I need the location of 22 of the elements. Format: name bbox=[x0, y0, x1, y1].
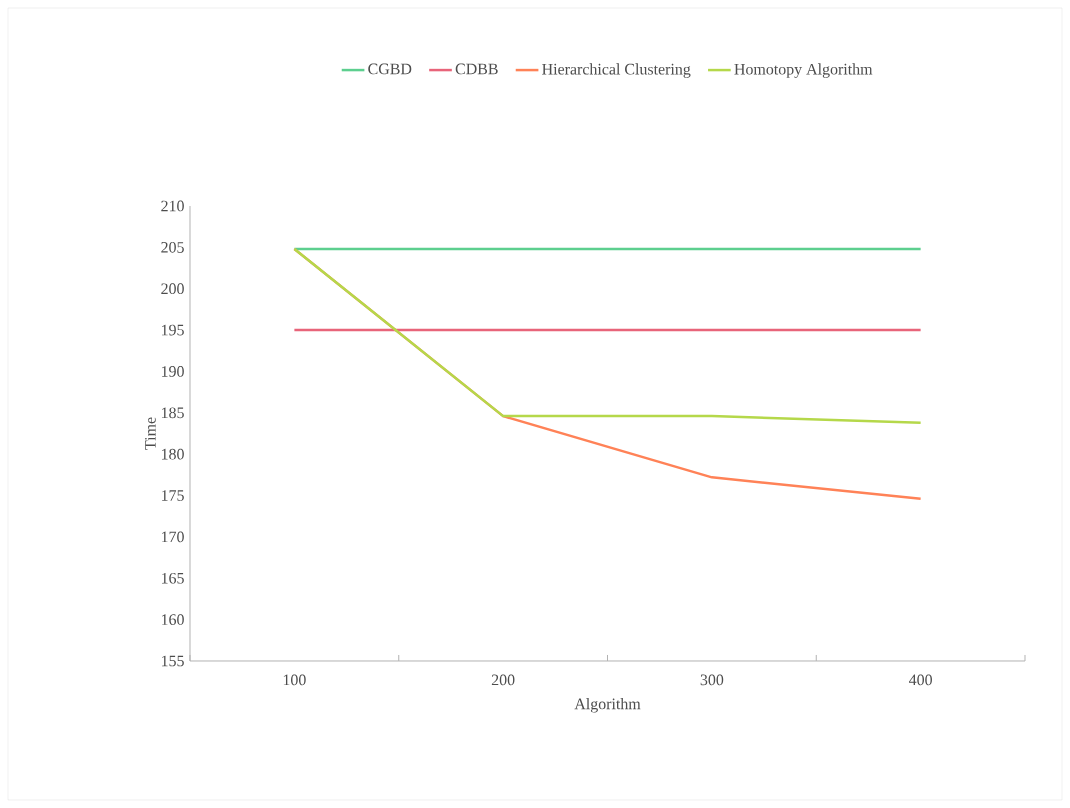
y-tick-label: 195 bbox=[161, 324, 184, 336]
y-tick-label: 155 bbox=[161, 655, 184, 667]
y-tick-label: 205 bbox=[161, 241, 184, 253]
x-axis-title: Algorithm bbox=[574, 698, 641, 713]
x-tick-label: 400 bbox=[908, 674, 932, 686]
x-tick-label: 100 bbox=[283, 674, 306, 686]
y-axis-title: Time bbox=[145, 417, 156, 450]
y-tick-label: 175 bbox=[161, 490, 184, 501]
legend-label: CGBD bbox=[368, 63, 412, 75]
y-tick-label: 180 bbox=[161, 448, 184, 460]
y-tick-label: 185 bbox=[161, 407, 184, 419]
x-tick-label: 300 bbox=[700, 674, 724, 686]
y-tick-label: 190 bbox=[161, 366, 184, 377]
y-tick-label: 200 bbox=[161, 283, 184, 295]
y-tick-label: 160 bbox=[161, 614, 184, 625]
legend-label: CDBB bbox=[455, 63, 498, 75]
x-tick-label: 200 bbox=[491, 674, 515, 686]
y-tick-label: 210 bbox=[161, 200, 184, 212]
legend-label: Hierarchical Clustering bbox=[542, 63, 691, 78]
legend-label: Homotopy Algorithm bbox=[734, 63, 873, 78]
y-tick-label: 170 bbox=[161, 531, 184, 543]
y-tick-label: 165 bbox=[161, 572, 184, 584]
